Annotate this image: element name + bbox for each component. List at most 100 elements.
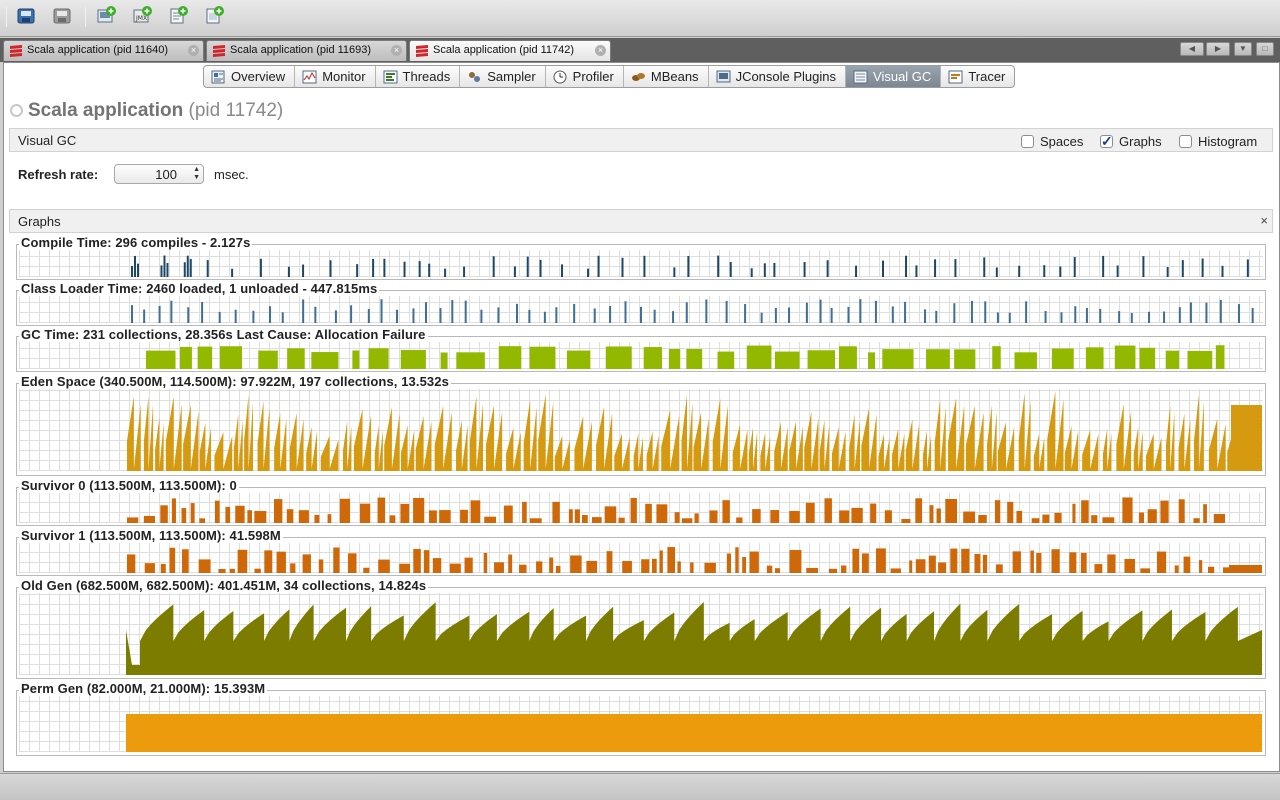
graph-bar <box>127 554 136 573</box>
graph-bar <box>1069 552 1077 573</box>
close-icon[interactable]: × <box>188 45 199 56</box>
close-icon[interactable]: × <box>391 45 402 56</box>
graph-bar <box>996 312 999 323</box>
graph-bar <box>1074 306 1077 323</box>
graph-bar <box>1102 255 1105 277</box>
spaces-checkbox[interactable]: Spaces <box>1021 134 1083 149</box>
graph-bar <box>470 500 481 523</box>
graph-title: Old Gen (682.500M, 682.500M): 401.451M, … <box>19 578 429 593</box>
graph-bar <box>367 309 370 323</box>
tab-jconsole-plugins[interactable]: JConsole Plugins <box>709 66 847 87</box>
tab-threads[interactable]: Threads <box>376 66 461 87</box>
checkbox-label: Spaces <box>1040 134 1084 149</box>
tab-overview[interactable]: Overview <box>204 66 296 87</box>
graphs-checkbox[interactable]: Graphs <box>1100 133 1162 150</box>
graph-bar <box>169 547 176 573</box>
graph-bar <box>1160 500 1169 523</box>
graph-bar <box>372 258 375 277</box>
graph-area <box>126 601 1262 675</box>
scroll-tabs-left-icon[interactable]: ◀ <box>1180 42 1204 56</box>
graph-frame <box>16 690 1266 756</box>
graph-bar <box>1036 552 1042 573</box>
graph-bar <box>673 267 676 277</box>
tab-tracer[interactable]: Tracer <box>941 66 1014 87</box>
graph-bar <box>181 508 187 523</box>
graph-bar <box>318 559 324 573</box>
graph-bar <box>1246 259 1249 277</box>
open-icon[interactable] <box>15 5 37 27</box>
graph-frame <box>16 537 1266 576</box>
graph-bar <box>876 548 886 573</box>
tab-monitor[interactable]: Monitor <box>295 66 376 87</box>
checkbox-box[interactable] <box>1100 133 1113 150</box>
graph-bar <box>945 498 958 523</box>
scroll-tabs-right-icon[interactable]: ▶ <box>1206 42 1230 56</box>
graph-bar <box>276 551 286 573</box>
refresh-rate-spinner[interactable]: 100 ▲ ▼ <box>114 164 204 184</box>
graph-bar <box>1229 565 1262 573</box>
graph-bar <box>992 346 1001 369</box>
add-host-icon[interactable] <box>95 5 117 27</box>
graph-bar <box>770 510 780 523</box>
tab-list-dropdown-icon[interactable]: ▼ <box>1234 42 1252 56</box>
graph-bar <box>206 260 209 277</box>
graph-bar <box>1073 257 1076 277</box>
graph-bar <box>970 300 973 323</box>
graph-bar <box>936 508 941 523</box>
graph-bar <box>694 513 699 523</box>
graph-bar <box>819 299 822 323</box>
graph-bar <box>874 300 877 323</box>
graph-series <box>126 714 1262 752</box>
graph-bar <box>882 349 914 369</box>
graph-bar <box>235 505 245 523</box>
spinner-arrows-icon[interactable]: ▲ ▼ <box>193 166 200 181</box>
graph-frame <box>16 244 1266 280</box>
graph-bar <box>400 503 410 523</box>
svg-text:JMX: JMX <box>135 15 147 22</box>
add-coredump-icon[interactable] <box>203 5 225 27</box>
close-icon[interactable]: × <box>595 45 606 56</box>
app-name: Scala application <box>28 100 184 121</box>
graph-bar <box>690 562 694 573</box>
graph-bar <box>186 255 189 277</box>
graph-frame <box>16 487 1266 526</box>
add-snapshot-icon[interactable] <box>167 5 189 27</box>
graph-bar <box>995 267 998 277</box>
graph-bar <box>705 299 708 323</box>
checkbox-box[interactable] <box>1021 135 1034 148</box>
graph-bar <box>1237 304 1240 323</box>
graph-bar <box>1221 265 1224 277</box>
graph-bar <box>225 506 231 523</box>
graph-series <box>127 497 1226 523</box>
graph-bar <box>1142 256 1145 277</box>
scala-icon <box>213 45 225 57</box>
graph-bar <box>231 268 234 277</box>
save-icon[interactable] <box>51 5 73 27</box>
graph-bar <box>1193 518 1200 523</box>
graph-bar <box>166 262 169 277</box>
document-tab[interactable]: Scala application (pid 11640) × <box>3 40 204 61</box>
document-tab-active[interactable]: Scala application (pid 11742) × <box>409 40 611 61</box>
close-icon[interactable]: × <box>1260 213 1268 228</box>
graph-bar <box>774 351 800 369</box>
tab-visual-gc[interactable]: Visual GC <box>846 66 942 87</box>
checkbox-box[interactable] <box>1179 135 1192 148</box>
tab-profiler[interactable]: Profiler <box>546 66 624 87</box>
maximize-window-icon[interactable]: □ <box>1256 42 1274 56</box>
graph-bar <box>158 305 161 323</box>
tab-sampler[interactable]: Sampler <box>460 66 546 87</box>
document-tab[interactable]: Scala application (pid 11693) × <box>206 40 407 61</box>
graph-bar <box>252 310 255 323</box>
graph-bar <box>268 306 271 323</box>
graph-bar <box>621 257 624 277</box>
tab-label: Monitor <box>322 69 366 84</box>
graph-bar <box>334 310 337 323</box>
graph-bar <box>1080 552 1087 573</box>
graph-bar <box>1043 265 1046 277</box>
graph-bar <box>273 499 283 523</box>
graph-bar <box>197 346 213 369</box>
histogram-checkbox[interactable]: Histogram <box>1179 134 1257 149</box>
graph-bar <box>961 548 970 573</box>
add-jmx-icon[interactable]: JMX <box>131 5 153 27</box>
tab-mbeans[interactable]: MBeans <box>624 66 709 87</box>
